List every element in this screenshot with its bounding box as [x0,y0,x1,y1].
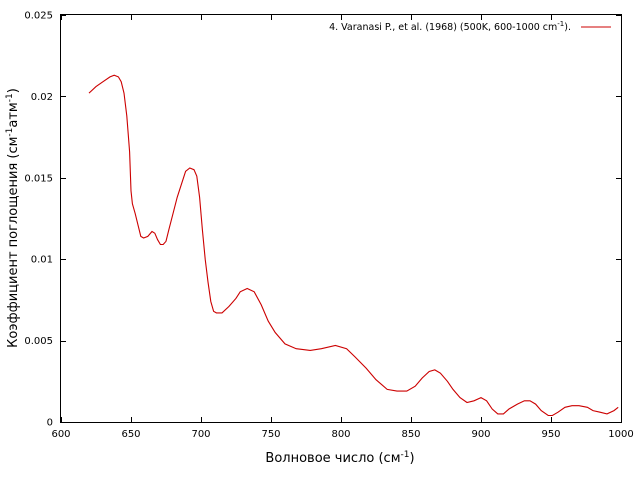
x-tick-label: 650 [121,429,140,440]
y-tick-label: 0.015 [24,173,53,184]
axis-ticks [61,15,622,423]
x-tick-label: 600 [51,429,70,440]
x-tick-label: 850 [401,429,420,440]
series-line [88,74,619,417]
y-tick-label: 0.025 [24,11,53,22]
y-tick-label: 0.01 [31,255,53,266]
x-tick-label: 750 [261,429,280,440]
x-tick-label: 1000 [608,429,633,440]
legend-label: 4. Varanasi P., et al. (1968) (500K, 600… [329,20,571,33]
x-tick-label: 800 [331,429,350,440]
x-tick-label: 700 [191,429,210,440]
y-axis-title: Коэффициент поглощения (см-1атм-1) [5,88,21,348]
y-tick-label: 0 [47,418,53,429]
x-axis-title: Волновое число (см-1) [265,450,414,466]
axis-tick-labels: 600 650 700 750 800 850 900 950 1000 0 0.005 0.01 0.… [24,11,633,441]
plot-frame [60,14,622,423]
y-tick-label: 0.02 [31,92,53,103]
legend: 4. Varanasi P., et al. (1968) (500K, 600… [329,20,611,33]
y-tick-label: 0.005 [24,336,53,347]
x-tick-label: 900 [471,429,490,440]
x-tick-label: 950 [541,429,560,440]
